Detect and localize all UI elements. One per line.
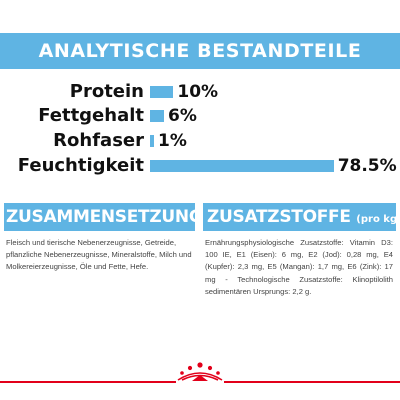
composition-header-band	[4, 203, 195, 231]
analysis-row-protein: Protein 10%	[0, 80, 400, 104]
composition-text: Fleisch und tierische Nebenerzeugnisse, …	[6, 238, 192, 272]
header-band	[0, 33, 400, 69]
analysis-label: Fettgehalt	[38, 105, 144, 126]
analysis-bar	[150, 135, 154, 147]
royal-canin-crown-logo-icon	[177, 362, 223, 381]
composition-title: ZUSAMMENSETZUNG	[6, 207, 203, 227]
analysis-label: Protein	[69, 81, 144, 102]
page-title: ANALYTISCHE BESTANDTEILE	[38, 40, 362, 62]
additives-title: ZUSATZSTOFFE (pro kg)	[207, 205, 400, 232]
additives-title-text: ZUSATZSTOFFE	[207, 207, 351, 227]
analysis-row-feuchtigkeit: Feuchtigkeit 78.5%	[0, 154, 400, 178]
analysis-bar	[150, 160, 334, 172]
analysis-value: 10%	[177, 82, 219, 102]
analysis-bar	[150, 110, 165, 122]
analysis-label: Rohfaser	[53, 130, 144, 151]
additives-text: Ernährungsphysiologische Zusatzstoffe: V…	[205, 238, 393, 296]
analysis-row-fettgehalt: Fettgehalt 6%	[0, 104, 400, 128]
footer-line-left	[0, 381, 176, 383]
analysis-value: 6%	[168, 106, 197, 126]
analysis-value: 78.5%	[337, 156, 397, 176]
additives-header-band	[203, 203, 396, 231]
analysis-bar	[150, 86, 174, 98]
additives-subtitle: (pro kg)	[356, 214, 400, 225]
analysis-label: Feuchtigkeit	[17, 155, 144, 176]
footer-line-right	[224, 381, 400, 383]
analysis-row-rohfaser: Rohfaser 1%	[0, 129, 400, 153]
analysis-value: 1%	[158, 131, 187, 151]
